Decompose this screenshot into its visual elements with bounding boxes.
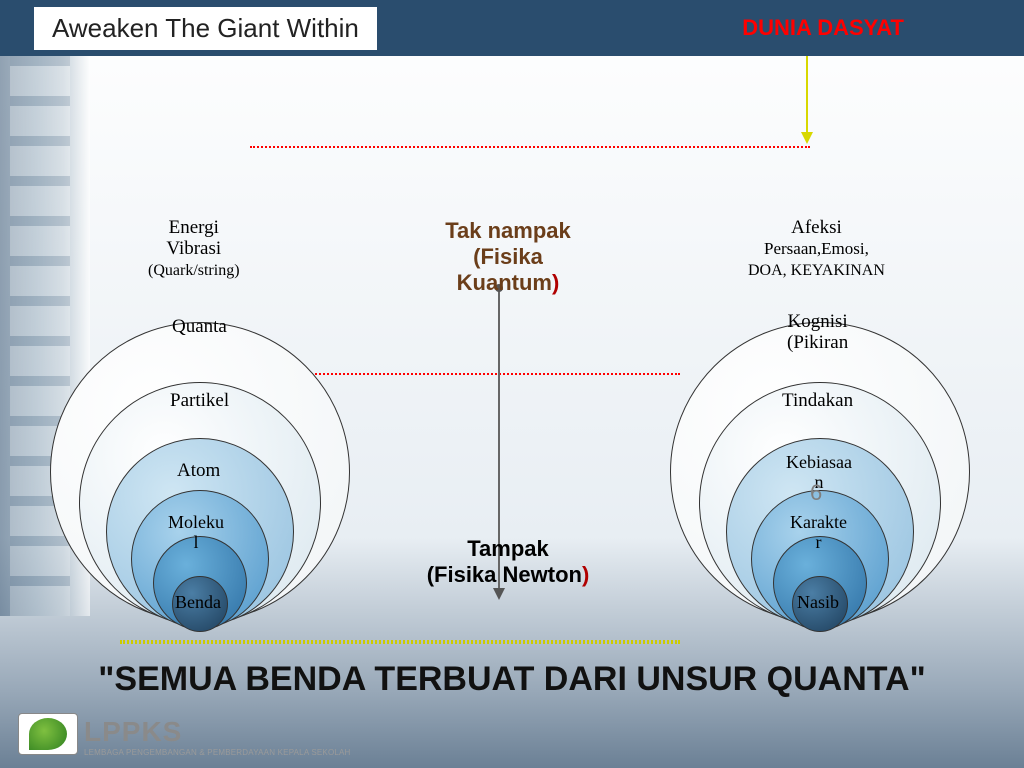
label-molekul: Molekul bbox=[168, 513, 224, 553]
label-tak-nampak: Tak nampak (Fisika Kuantum) bbox=[418, 218, 598, 296]
label-kognisi: Kognisi(Pikiran bbox=[787, 312, 848, 354]
label-quanta: Quanta bbox=[172, 317, 227, 338]
title-bar: Aweaken The Giant Within DUNIA DASYAT bbox=[0, 0, 1024, 56]
label-nasib: Nasib bbox=[797, 593, 839, 613]
lppks-logo-text: LPPKS bbox=[84, 716, 182, 748]
label-tampak: Tampak (Fisika Newton) bbox=[398, 536, 618, 588]
lppks-subtitle: LEMBAGA PENGEMBANGAN & PEMBERDAYAAN KEPA… bbox=[84, 748, 351, 757]
label-afeksi: Afeksi Persaan,Emosi, DOA, KEYAKINAN bbox=[748, 218, 885, 281]
slide-caption: DUNIA DASYAT bbox=[742, 15, 904, 41]
page-number: 6 bbox=[810, 480, 822, 506]
divider-top bbox=[250, 146, 810, 148]
label-partikel: Partikel bbox=[170, 391, 229, 412]
label-energi: Energi Vibrasi (Quark/string) bbox=[148, 218, 240, 281]
label-atom: Atom bbox=[177, 461, 220, 482]
footer-quote: "SEMUA BENDA TERBUAT DARI UNSUR QUANTA" bbox=[0, 660, 1024, 699]
label-benda: Benda bbox=[175, 593, 221, 613]
label-karakter: Karakter bbox=[790, 513, 847, 553]
label-tindakan: Tindakan bbox=[782, 391, 853, 412]
slide-title: Aweaken The Giant Within bbox=[34, 7, 377, 50]
arrow-down bbox=[806, 56, 808, 142]
lppks-logo-icon bbox=[18, 713, 78, 755]
